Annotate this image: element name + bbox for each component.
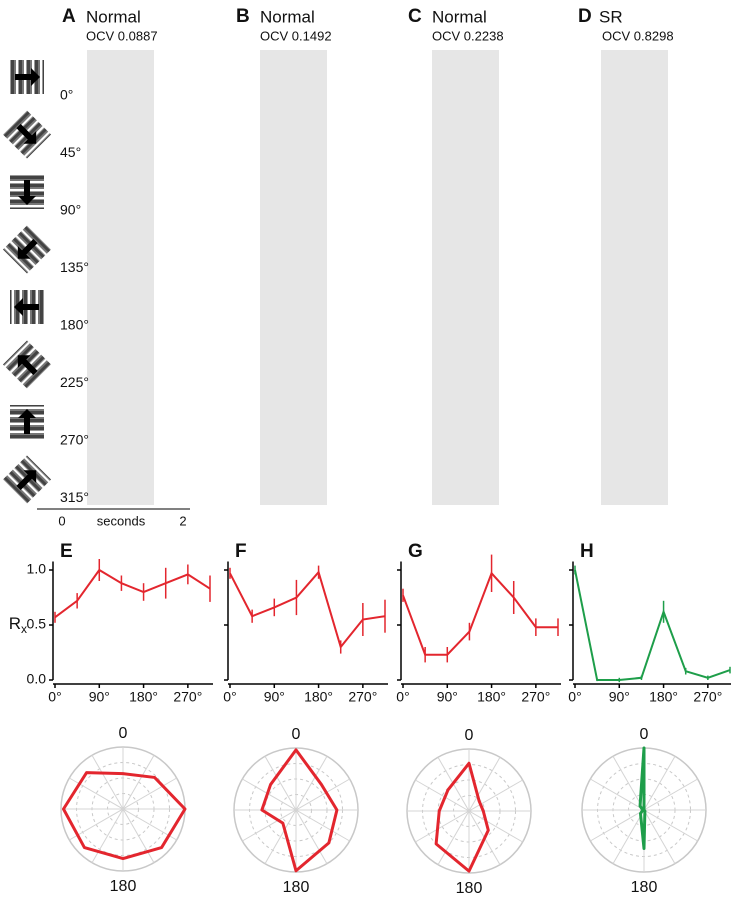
- stimulus-icon: [10, 405, 44, 439]
- tuning-line: [229, 570, 386, 650]
- tuning-line: [574, 569, 731, 681]
- ocv-label: OCV 0.0887: [86, 28, 158, 43]
- stimulus-icon: [2, 110, 52, 159]
- y-axis-label: Rx: [9, 614, 27, 636]
- x-tick-label: 270°: [693, 689, 722, 705]
- direction-arrow: [17, 355, 38, 376]
- direction-arrow: [18, 409, 36, 434]
- orientation-label: 270°: [60, 432, 89, 448]
- time-end: 2: [179, 513, 186, 528]
- x-tick-label: 270°: [173, 689, 202, 705]
- stimulus-icon: [2, 340, 52, 389]
- polar-bottom-label: 180: [283, 879, 310, 896]
- x-tick-label: 180°: [129, 689, 158, 705]
- y-tick-label: 0.5: [27, 616, 47, 632]
- polar-bottom-label: 180: [456, 880, 483, 897]
- polar-curve: [434, 761, 490, 873]
- polar-spoke: [437, 757, 501, 865]
- orientation-label: 180°: [60, 317, 89, 333]
- stimulus-window: [87, 50, 154, 505]
- orientation-label: 135°: [60, 259, 89, 275]
- orientation-label: 0°: [60, 87, 73, 103]
- stimulus-icon: [2, 455, 52, 504]
- panel-letter: H: [580, 541, 594, 562]
- x-tick-label: 90°: [264, 689, 285, 705]
- ocv-label: OCV 0.2238: [432, 28, 504, 43]
- y-label-base: R: [9, 614, 21, 633]
- x-tick-label: 0°: [396, 689, 409, 705]
- y-tick-label: 0.0: [27, 671, 47, 687]
- direction-arrow: [14, 298, 39, 316]
- stimulus-window: [260, 50, 327, 505]
- condition-label: SR: [599, 7, 623, 26]
- stimulus-icon: [10, 175, 44, 209]
- polar-bottom-label: 180: [631, 879, 658, 896]
- ocv-label: OCV 0.1492: [260, 28, 332, 43]
- tuning-line: [54, 568, 211, 619]
- polar-bottom-label: 180: [110, 878, 137, 895]
- direction-arrow: [16, 470, 37, 491]
- stimulus-icon: [10, 60, 44, 94]
- orientation-label: 315°: [60, 489, 89, 505]
- panel-letter: C: [408, 6, 422, 27]
- polar-top-label: 0: [640, 726, 649, 743]
- x-tick-label: 90°: [437, 689, 458, 705]
- x-tick-label: 180°: [649, 689, 678, 705]
- polar-spoke: [264, 756, 328, 864]
- stimulus-icon: [2, 225, 52, 274]
- panel-letter: B: [236, 6, 250, 27]
- stimulus-window: [601, 50, 668, 505]
- direction-arrow: [17, 238, 38, 259]
- time-start: 0: [58, 513, 65, 528]
- direction-arrow: [18, 180, 36, 205]
- orientation-label: 45°: [60, 144, 81, 160]
- panel-letter: F: [235, 541, 247, 562]
- direction-arrow: [16, 123, 37, 144]
- x-tick-label: 90°: [609, 689, 630, 705]
- x-tick-label: 180°: [304, 689, 333, 705]
- condition-label: Normal: [260, 7, 315, 26]
- polar-top-label: 0: [292, 726, 301, 743]
- condition-label: Normal: [86, 7, 141, 26]
- x-tick-label: 0°: [223, 689, 236, 705]
- polar-curve: [260, 748, 339, 873]
- y-tick-label: 1.0: [27, 561, 47, 577]
- direction-arrow: [15, 68, 40, 86]
- x-tick-label: 0°: [48, 689, 61, 705]
- orientation-label: 225°: [60, 374, 89, 390]
- stimulus-window: [432, 50, 499, 505]
- tuning-line: [402, 571, 558, 656]
- polar-curve: [638, 746, 647, 850]
- polar-curve: [61, 771, 187, 861]
- orientation-label: 90°: [60, 202, 81, 218]
- panel-letter: G: [408, 541, 423, 562]
- x-tick-label: 270°: [348, 689, 377, 705]
- x-tick-label: 270°: [521, 689, 550, 705]
- panel-letter: E: [60, 541, 73, 562]
- x-tick-label: 180°: [477, 689, 506, 705]
- ocv-label: OCV 0.8298: [602, 28, 674, 43]
- polar-top-label: 0: [465, 727, 474, 744]
- y-label-sub: x: [21, 622, 27, 636]
- x-tick-label: 90°: [89, 689, 110, 705]
- panel-letter: A: [62, 6, 76, 27]
- condition-label: Normal: [432, 7, 487, 26]
- polar-top-label: 0: [119, 725, 128, 742]
- stimulus-icon: [10, 290, 44, 324]
- x-tick-label: 0°: [568, 689, 581, 705]
- panel-letter: D: [578, 6, 592, 27]
- time-label: seconds: [97, 513, 146, 528]
